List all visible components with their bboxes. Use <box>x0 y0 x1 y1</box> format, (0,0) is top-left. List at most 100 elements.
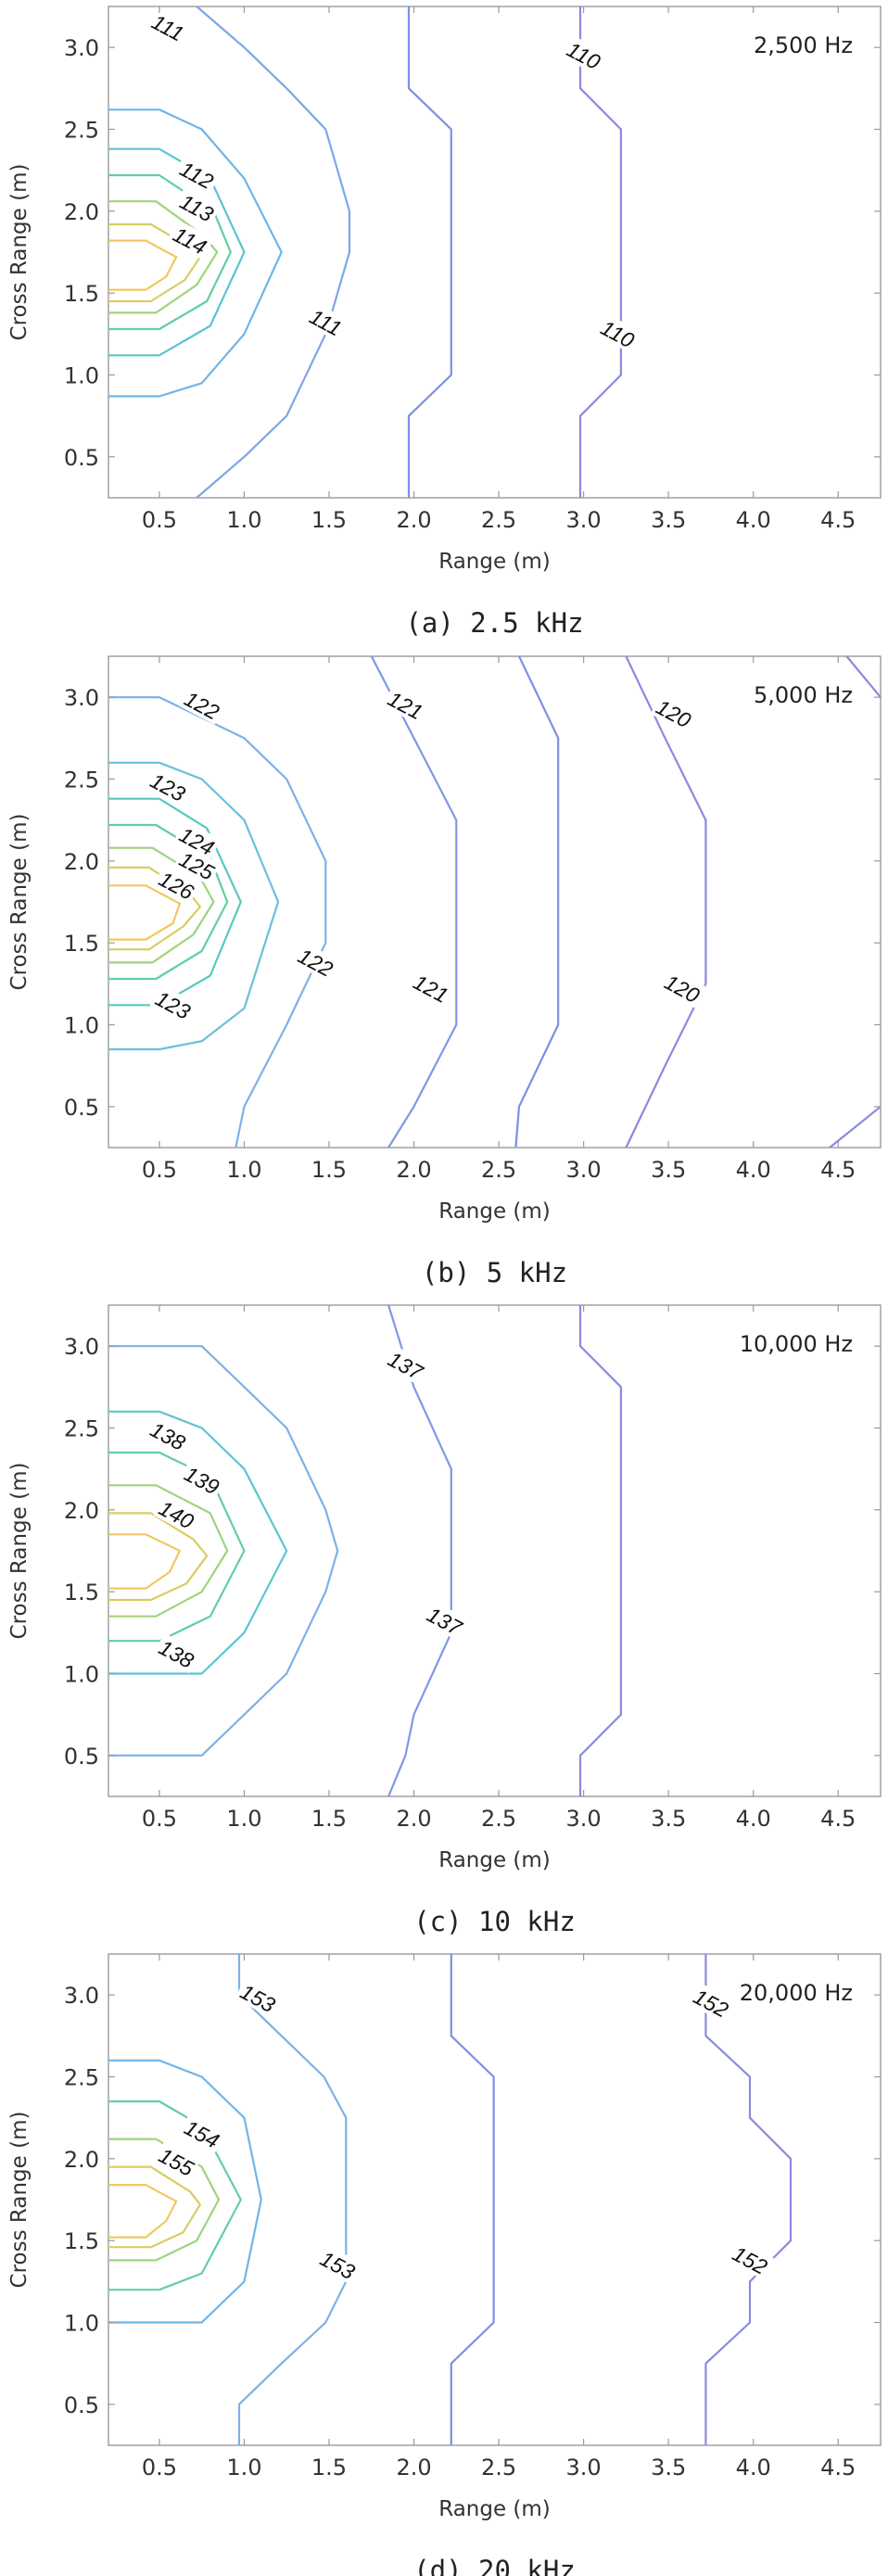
contour-line <box>578 1305 622 1796</box>
contour-label-bg <box>153 2140 201 2182</box>
x-tick-label: 3.5 <box>651 1806 686 1832</box>
plot-frame <box>108 1304 882 1797</box>
y-axis-title: Cross Range (m) <box>7 164 32 341</box>
contour-label-bg <box>153 1493 201 1535</box>
x-tick-label: 0.5 <box>142 2455 177 2481</box>
x-tick-label: 3.5 <box>651 507 686 533</box>
contour-line <box>108 2138 221 2262</box>
x-tick-label: 1.0 <box>226 1806 261 1832</box>
contour-line <box>845 655 882 698</box>
y-tick-label: 0.5 <box>64 1744 99 1770</box>
plot-frame <box>108 655 882 1148</box>
x-tick-label: 1.5 <box>311 1157 347 1183</box>
contour-line <box>829 1105 882 1148</box>
contour-label-bg <box>658 967 706 1009</box>
contour-label-bg <box>153 864 201 906</box>
y-tick-label: 1.0 <box>64 363 99 389</box>
contour-label-bg <box>594 312 642 354</box>
figure-caption: (b) 5 kHz <box>422 1257 567 1288</box>
contour-label-bg <box>687 1982 735 2023</box>
contour-line <box>237 1954 348 2445</box>
contour-label-bg <box>173 186 222 228</box>
contour-label-bg <box>149 983 197 1025</box>
contour-line <box>407 6 452 498</box>
contour-line <box>108 761 280 1051</box>
x-axis-title: Range (m) <box>438 1848 551 1872</box>
contour-line <box>704 1954 793 2445</box>
x-tick-label: 4.0 <box>736 507 771 533</box>
contour-label-bg <box>235 1977 283 2018</box>
y-axis-title: Cross Range (m) <box>7 1463 32 1640</box>
x-tick-label: 4.5 <box>820 1157 856 1183</box>
x-tick-label: 4.0 <box>736 1157 771 1183</box>
y-tick-label: 2.0 <box>64 199 99 225</box>
x-tick-label: 3.0 <box>566 1157 602 1183</box>
contour-line <box>108 1410 288 1675</box>
y-tick-label: 3.0 <box>64 1334 99 1360</box>
frequency-label: 2,500 Hz <box>754 32 853 58</box>
contour-label-bg <box>173 819 222 861</box>
y-tick-label: 2.5 <box>64 768 99 793</box>
x-axis-title: Range (m) <box>438 2497 551 2521</box>
contour-label-bg <box>178 684 226 725</box>
y-axis-title: Cross Range (m) <box>7 814 32 991</box>
y-tick-label: 1.5 <box>64 2228 99 2254</box>
y-tick-label: 1.0 <box>64 2311 99 2337</box>
x-tick-label: 3.0 <box>566 1806 602 1832</box>
contour-line <box>108 696 327 1148</box>
y-tick-label: 0.5 <box>64 445 99 471</box>
y-tick-label: 2.0 <box>64 849 99 875</box>
x-tick-label: 3.5 <box>651 1157 686 1183</box>
contour-line <box>108 1484 229 1618</box>
contour-label-bg <box>314 2243 362 2285</box>
contour-label-bg <box>173 844 222 886</box>
x-tick-label: 4.5 <box>820 2455 856 2481</box>
x-tick-label: 1.5 <box>311 507 347 533</box>
y-axis-title: Cross Range (m) <box>7 2112 32 2289</box>
contour-line <box>108 2165 201 2249</box>
y-tick-label: 1.0 <box>64 1662 99 1688</box>
x-tick-label: 1.0 <box>226 1157 261 1183</box>
x-axis-title: Range (m) <box>438 550 551 574</box>
x-tick-label: 0.5 <box>142 1806 177 1832</box>
contour-label-bg <box>145 1415 193 1456</box>
contour-line <box>108 1512 209 1602</box>
contour-label-bg <box>650 692 698 733</box>
y-tick-label: 2.5 <box>64 1416 99 1442</box>
x-tick-label: 4.5 <box>820 1806 856 1832</box>
contour-line <box>108 200 219 314</box>
y-tick-label: 3.0 <box>64 1983 99 2009</box>
plot-frame <box>108 6 882 499</box>
figure-caption: (a) 2.5 kHz <box>405 607 583 639</box>
contour-line <box>108 108 283 398</box>
y-tick-label: 1.5 <box>64 1580 99 1605</box>
frequency-label: 10,000 Hz <box>740 1331 853 1357</box>
y-tick-label: 0.5 <box>64 1095 99 1121</box>
y-tick-label: 2.5 <box>64 118 99 144</box>
x-tick-label: 2.0 <box>396 1806 431 1832</box>
x-tick-label: 3.0 <box>566 2455 602 2481</box>
contour-label-bg <box>560 34 608 75</box>
x-tick-label: 1.5 <box>311 2455 347 2481</box>
contour-line <box>108 1533 181 1590</box>
contour-label-bg <box>145 766 193 807</box>
contour-line <box>108 823 229 981</box>
contour-line <box>108 884 181 941</box>
x-tick-label: 2.5 <box>481 507 516 533</box>
contour-line <box>625 655 707 1148</box>
contour-line <box>196 6 351 499</box>
contour-line <box>108 1345 339 1757</box>
contour-line <box>108 866 201 951</box>
x-tick-label: 2.5 <box>481 1806 516 1832</box>
y-tick-label: 2.0 <box>64 2147 99 2173</box>
contour-label-bg <box>173 154 222 195</box>
contour-line <box>108 846 215 964</box>
x-tick-label: 1.0 <box>226 2455 261 2481</box>
contour-line <box>578 6 622 498</box>
y-tick-label: 3.0 <box>64 685 99 711</box>
x-tick-label: 2.5 <box>481 2455 516 2481</box>
